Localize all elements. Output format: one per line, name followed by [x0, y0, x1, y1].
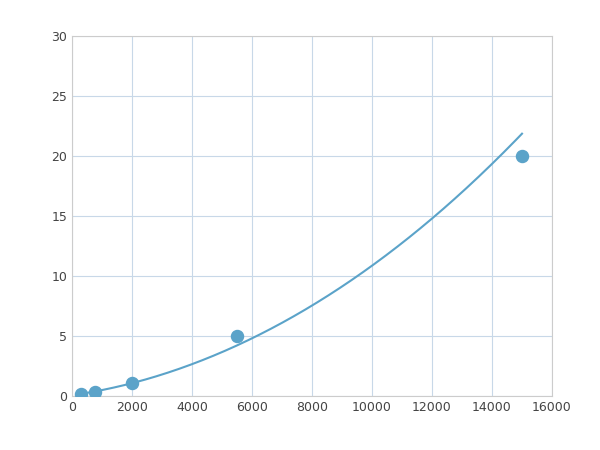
Point — [232, 333, 242, 340]
Point — [90, 389, 100, 396]
Point — [76, 390, 86, 397]
Point — [127, 379, 137, 387]
Point — [517, 153, 527, 160]
